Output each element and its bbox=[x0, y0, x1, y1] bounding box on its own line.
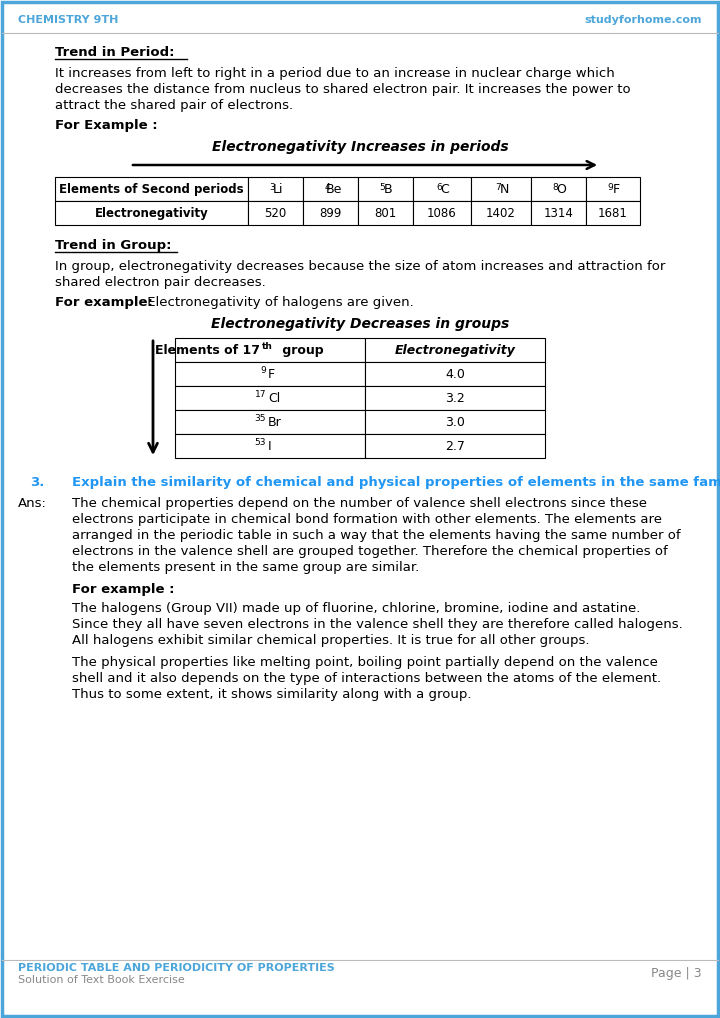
Bar bbox=[365, 386, 545, 410]
Text: 3: 3 bbox=[269, 182, 275, 191]
Bar bbox=[471, 177, 531, 201]
Text: Elements of 17: Elements of 17 bbox=[155, 343, 260, 356]
Text: 6: 6 bbox=[436, 182, 442, 191]
Text: 1681: 1681 bbox=[598, 207, 628, 220]
Text: 17: 17 bbox=[254, 390, 266, 398]
Text: 3.: 3. bbox=[30, 476, 45, 489]
Text: Page | 3: Page | 3 bbox=[652, 967, 702, 980]
Bar bbox=[55, 201, 248, 225]
Text: 8: 8 bbox=[553, 182, 559, 191]
Text: 9: 9 bbox=[607, 182, 613, 191]
Bar bbox=[471, 201, 531, 225]
Bar bbox=[55, 177, 248, 201]
Text: electrons participate in chemical bond formation with other elements. The elemen: electrons participate in chemical bond f… bbox=[72, 513, 662, 526]
Text: I: I bbox=[268, 440, 271, 452]
Text: It increases from left to right in a period due to an increase in nuclear charge: It increases from left to right in a per… bbox=[55, 67, 615, 80]
Bar bbox=[175, 410, 365, 434]
Text: Elements of Second periods: Elements of Second periods bbox=[59, 182, 244, 195]
Text: Electronegativity: Electronegativity bbox=[94, 207, 208, 220]
Text: Explain the similarity of chemical and physical properties of elements in the sa: Explain the similarity of chemical and p… bbox=[72, 476, 720, 489]
Text: shared electron pair decreases.: shared electron pair decreases. bbox=[55, 276, 266, 289]
Bar bbox=[413, 177, 471, 201]
Text: O: O bbox=[557, 182, 567, 195]
Text: arranged in the periodic table in such a way that the elements having the same n: arranged in the periodic table in such a… bbox=[72, 529, 680, 542]
Text: 5: 5 bbox=[379, 182, 385, 191]
Text: Thus to some extent, it shows similarity along with a group.: Thus to some extent, it shows similarity… bbox=[72, 688, 472, 701]
Bar bbox=[586, 177, 640, 201]
Text: 3.0: 3.0 bbox=[445, 415, 465, 429]
Text: In group, electronegativity decreases because the size of atom increases and att: In group, electronegativity decreases be… bbox=[55, 260, 665, 273]
Text: 53: 53 bbox=[254, 438, 266, 447]
Text: C: C bbox=[441, 182, 449, 195]
Bar bbox=[365, 410, 545, 434]
Text: 4.0: 4.0 bbox=[445, 367, 465, 381]
Text: 9: 9 bbox=[260, 365, 266, 375]
Text: Li: Li bbox=[274, 182, 284, 195]
Bar bbox=[365, 338, 545, 362]
Text: The chemical properties depend on the number of valence shell electrons since th: The chemical properties depend on the nu… bbox=[72, 497, 647, 510]
Text: 1086: 1086 bbox=[427, 207, 457, 220]
Bar bbox=[365, 434, 545, 458]
Text: Ans:: Ans: bbox=[18, 497, 47, 510]
Bar bbox=[531, 177, 586, 201]
Text: B: B bbox=[384, 182, 393, 195]
Text: attract the shared pair of electrons.: attract the shared pair of electrons. bbox=[55, 99, 293, 112]
Text: All halogens exhibit similar chemical properties. It is true for all other group: All halogens exhibit similar chemical pr… bbox=[72, 634, 590, 647]
Text: F: F bbox=[268, 367, 275, 381]
Text: the elements present in the same group are similar.: the elements present in the same group a… bbox=[72, 561, 419, 574]
Text: For example :: For example : bbox=[72, 583, 174, 596]
Text: Electronegativity Decreases in groups: Electronegativity Decreases in groups bbox=[211, 317, 509, 331]
Bar bbox=[531, 201, 586, 225]
Text: Br: Br bbox=[268, 415, 282, 429]
Text: th: th bbox=[262, 341, 273, 350]
Text: Electronegativity: Electronegativity bbox=[395, 343, 516, 356]
Text: N: N bbox=[499, 182, 509, 195]
Bar bbox=[358, 177, 413, 201]
Bar bbox=[586, 201, 640, 225]
Bar bbox=[413, 201, 471, 225]
Text: studyforhome.com: studyforhome.com bbox=[585, 15, 702, 25]
Text: PERIODIC TABLE AND PERIODICITY OF PROPERTIES: PERIODIC TABLE AND PERIODICITY OF PROPER… bbox=[18, 963, 335, 973]
Text: 2.7: 2.7 bbox=[445, 440, 465, 452]
Text: The halogens (Group VII) made up of fluorine, chlorine, bromine, iodine and asta: The halogens (Group VII) made up of fluo… bbox=[72, 602, 640, 615]
Text: F: F bbox=[613, 182, 620, 195]
Bar bbox=[175, 362, 365, 386]
Text: 520: 520 bbox=[264, 207, 287, 220]
Bar bbox=[175, 434, 365, 458]
Text: 1314: 1314 bbox=[544, 207, 573, 220]
Text: 899: 899 bbox=[319, 207, 342, 220]
Text: group: group bbox=[278, 343, 323, 356]
Text: Trend in Period:: Trend in Period: bbox=[55, 46, 174, 59]
Text: The physical properties like melting point, boiling point partially depend on th: The physical properties like melting poi… bbox=[72, 656, 658, 669]
Bar bbox=[175, 386, 365, 410]
Text: Solution of Text Book Exercise: Solution of Text Book Exercise bbox=[18, 975, 185, 985]
Text: For example:: For example: bbox=[55, 296, 153, 309]
Text: 1402: 1402 bbox=[486, 207, 516, 220]
Bar bbox=[248, 201, 303, 225]
Bar bbox=[175, 338, 365, 362]
Text: Cl: Cl bbox=[268, 392, 280, 404]
Text: 3.2: 3.2 bbox=[445, 392, 465, 404]
Text: 4: 4 bbox=[325, 182, 330, 191]
Text: 801: 801 bbox=[374, 207, 397, 220]
Text: decreases the distance from nucleus to shared electron pair. It increases the po: decreases the distance from nucleus to s… bbox=[55, 83, 631, 96]
Bar bbox=[303, 201, 358, 225]
Bar bbox=[358, 201, 413, 225]
Text: 7: 7 bbox=[495, 182, 501, 191]
Text: CHEMISTRY 9TH: CHEMISTRY 9TH bbox=[18, 15, 118, 25]
Text: Electronegativity Increases in periods: Electronegativity Increases in periods bbox=[212, 140, 508, 154]
Bar bbox=[303, 177, 358, 201]
Text: Since they all have seven electrons in the valence shell they are therefore call: Since they all have seven electrons in t… bbox=[72, 618, 683, 631]
Text: Trend in Group:: Trend in Group: bbox=[55, 239, 171, 252]
Text: Electronegativity of halogens are given.: Electronegativity of halogens are given. bbox=[143, 296, 414, 309]
Text: shell and it also depends on the type of interactions between the atoms of the e: shell and it also depends on the type of… bbox=[72, 672, 661, 685]
Text: 35: 35 bbox=[254, 413, 266, 422]
Text: electrons in the valence shell are grouped together. Therefore the chemical prop: electrons in the valence shell are group… bbox=[72, 545, 667, 558]
Text: For Example :: For Example : bbox=[55, 119, 158, 132]
Bar bbox=[365, 362, 545, 386]
Bar bbox=[248, 177, 303, 201]
Text: Be: Be bbox=[325, 182, 342, 195]
